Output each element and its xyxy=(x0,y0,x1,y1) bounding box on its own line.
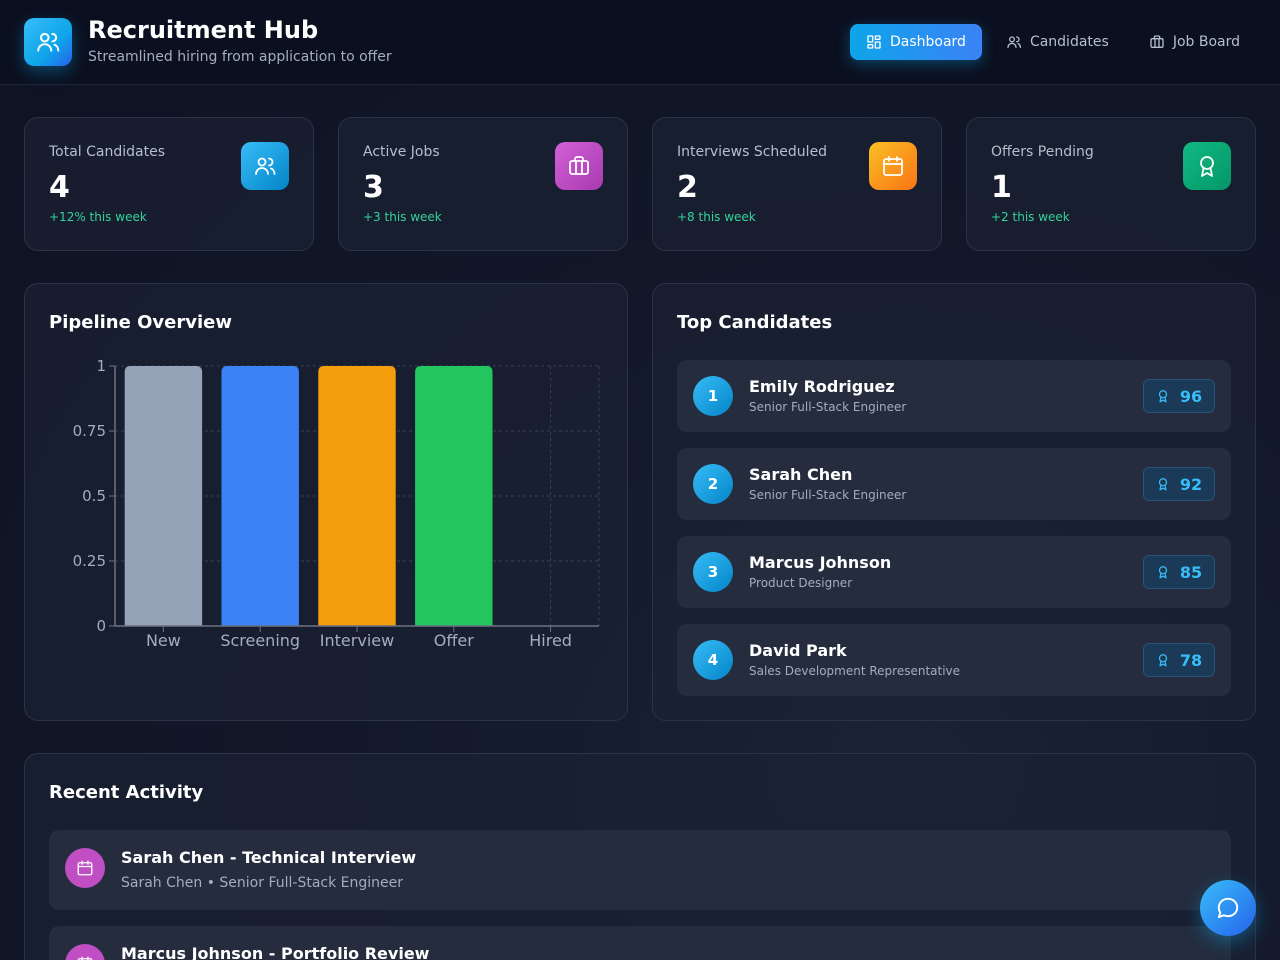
stat-value: 4 xyxy=(49,170,70,205)
users-icon xyxy=(255,157,276,175)
stat-delta: +12% this week xyxy=(49,210,147,224)
chart-bar xyxy=(124,366,203,626)
nav-candidates-button[interactable]: Candidates xyxy=(990,24,1125,60)
stat-value: 2 xyxy=(677,170,698,205)
pipeline-bar-chart: 0 0.25 0.5 0.75 1 New Screening Interview Offer H… xyxy=(73,357,600,650)
calendar-icon xyxy=(77,956,93,960)
activity-icon-tile xyxy=(65,944,105,960)
candidate-role: Senior Full-Stack Engineer xyxy=(749,400,907,414)
calendar-icon xyxy=(883,156,903,176)
stat-card-active-jobs: Active Jobs 3 +3 this week xyxy=(338,117,628,251)
stat-icon-tile xyxy=(241,142,289,190)
score-badge: 85 xyxy=(1143,555,1215,589)
dashboard-icon xyxy=(867,35,881,49)
briefcase-icon xyxy=(569,156,589,175)
x-tick-label: New xyxy=(146,631,181,650)
nav-candidates-label: Candidates xyxy=(1029,34,1109,50)
top-candidates-card: Top Candidates 1 Emily Rodriguez Senior … xyxy=(652,283,1256,721)
rank-badge: 1 xyxy=(693,376,733,416)
nav-job-board-button[interactable]: Job Board xyxy=(1133,24,1256,60)
pipeline-overview-card: Pipeline Overview 0 0.25 0.5 0.75 1 New Screen… xyxy=(24,283,628,721)
stat-label: Active Jobs xyxy=(363,144,440,160)
candidate-row[interactable]: 1 Emily Rodriguez Senior Full-Stack Engi… xyxy=(677,360,1231,432)
stat-card-offers-pending: Offers Pending 1 +2 this week xyxy=(966,117,1256,251)
y-tick-label: 0.25 xyxy=(73,552,106,570)
stat-icon-tile xyxy=(869,142,917,190)
activity-title: Marcus Johnson - Portfolio Review xyxy=(121,944,430,960)
activity-item[interactable]: Marcus Johnson - Portfolio Review xyxy=(49,926,1231,960)
candidate-name: Sarah Chen xyxy=(749,465,853,484)
candidate-name: Marcus Johnson xyxy=(749,553,892,572)
stat-delta: +8 this week xyxy=(677,210,756,224)
stat-icon-tile xyxy=(555,142,603,190)
candidate-name: Emily Rodriguez xyxy=(749,377,895,396)
stat-card-interviews-scheduled: Interviews Scheduled 2 +8 this week xyxy=(652,117,942,251)
x-tick-label: Screening xyxy=(220,631,300,650)
activity-icon-tile xyxy=(65,848,105,888)
award-icon xyxy=(1158,478,1168,491)
stat-card-total-candidates: Total Candidates 4 +12% this week xyxy=(24,117,314,251)
nav-dashboard-button[interactable]: Dashboard xyxy=(849,24,982,60)
rank-badge: 4 xyxy=(693,640,733,680)
score-value: 96 xyxy=(1179,386,1203,406)
main-nav: Dashboard Candidates Job Board xyxy=(849,24,1256,60)
top-candidates-title: Top Candidates xyxy=(677,312,833,333)
stat-delta: +3 this week xyxy=(363,210,442,224)
candidate-role: Product Designer xyxy=(749,576,853,590)
score-badge: 96 xyxy=(1143,379,1215,413)
stat-delta: +2 this week xyxy=(991,210,1070,224)
activity-title: Sarah Chen - Technical Interview xyxy=(121,848,417,867)
calendar-icon xyxy=(77,860,93,876)
activity-subtitle: Sarah Chen • Senior Full-Stack Engineer xyxy=(121,875,404,891)
stat-label: Total Candidates xyxy=(49,144,166,160)
stat-label: Offers Pending xyxy=(991,144,1094,160)
award-icon xyxy=(1158,390,1168,403)
award-icon xyxy=(1158,654,1168,667)
chart-bar xyxy=(221,366,299,626)
score-value: 85 xyxy=(1179,562,1203,582)
x-tick-label: Hired xyxy=(529,631,572,650)
candidate-row[interactable]: 4 David Park Sales Development Represent… xyxy=(677,624,1231,696)
chat-icon xyxy=(1217,897,1239,919)
award-icon xyxy=(1200,156,1214,177)
x-tick-label: Offer xyxy=(434,631,474,650)
pipeline-title: Pipeline Overview xyxy=(49,312,232,333)
y-tick-label: 0.75 xyxy=(73,422,106,440)
recent-activity-title: Recent Activity xyxy=(49,782,204,803)
users-icon xyxy=(1007,36,1021,48)
rank-badge: 3 xyxy=(693,552,733,592)
activity-item[interactable]: Sarah Chen - Technical Interview Sarah C… xyxy=(49,830,1231,910)
chart-bar xyxy=(318,366,396,626)
score-badge: 78 xyxy=(1143,643,1215,677)
stat-value: 1 xyxy=(991,170,1012,205)
rank-badge: 2 xyxy=(693,464,733,504)
stat-value: 3 xyxy=(363,170,384,205)
app-header: Recruitment Hub Streamlined hiring from … xyxy=(0,0,1280,85)
app-title: Recruitment Hub xyxy=(88,16,319,44)
app-logo xyxy=(24,18,72,66)
nav-dashboard-label: Dashboard xyxy=(889,34,966,50)
score-value: 78 xyxy=(1179,650,1203,670)
y-tick-label: 0.5 xyxy=(82,487,106,505)
candidate-role: Sales Development Representative xyxy=(749,664,961,678)
candidate-name: David Park xyxy=(749,641,847,660)
app-subtitle: Streamlined hiring from application to o… xyxy=(88,49,392,65)
users-icon xyxy=(37,32,60,52)
candidate-row[interactable]: 2 Sarah Chen Senior Full-Stack Engineer … xyxy=(677,448,1231,520)
recent-activity-card: Recent Activity Sarah Chen - Technical I… xyxy=(24,753,1256,960)
score-badge: 92 xyxy=(1143,467,1215,501)
award-icon xyxy=(1158,566,1168,579)
stat-label: Interviews Scheduled xyxy=(677,144,828,160)
score-value: 92 xyxy=(1179,474,1203,494)
y-tick-label: 1 xyxy=(96,357,106,375)
nav-job-board-label: Job Board xyxy=(1172,34,1240,50)
stat-icon-tile xyxy=(1183,142,1231,190)
chat-button[interactable] xyxy=(1200,880,1256,936)
candidate-role: Senior Full-Stack Engineer xyxy=(749,488,907,502)
candidate-row[interactable]: 3 Marcus Johnson Product Designer 85 xyxy=(677,536,1231,608)
briefcase-icon xyxy=(1150,35,1164,48)
chart-bar xyxy=(415,366,493,626)
x-tick-label: Interview xyxy=(320,631,394,650)
y-tick-label: 0 xyxy=(96,617,106,635)
